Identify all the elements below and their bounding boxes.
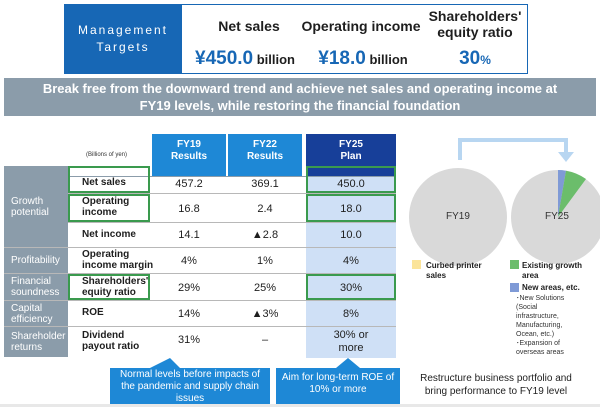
cell-op-income-fy22: 2.4 [257,203,273,215]
cell-dividend-fy22: – [261,334,269,346]
cell-op-income-fy19: 16.8 [178,203,200,215]
table-row-line [4,247,396,248]
cell-net-income-fy19: 14.1 [178,229,200,241]
item-equity-ratio: Shareholders' equity ratio [82,276,149,298]
pie-fy25-base [511,170,600,264]
targets-frame [182,4,528,74]
highlight-operating-income [68,194,150,222]
cell-roe-fy19: 14% [177,308,201,320]
plan-column-bg [306,176,396,358]
target-value-equity-ratio: 30% [459,48,491,69]
callout-pandemic-text: Normal levels before impacts of the pand… [119,369,261,404]
highlight-net-sales [68,166,150,193]
legend-curbed-label: Curbed printer sales [426,261,482,280]
target-value-net-sales: ¥450.0 billion [194,48,295,69]
unit-note: (Billions of yen) [86,152,128,158]
pie-fy25-new-slice [558,170,566,217]
header-fy19: FY19 Results [152,134,226,176]
table-top-line [4,176,396,177]
target-heading-net-sales: Net sales [218,18,280,34]
table-row-line [4,300,396,301]
cell-net-income-fy25: 10.0 [340,229,362,241]
highlight-net-sales-plan [306,166,396,193]
management-targets-box: Management Targets Net sales Operating i… [64,4,528,74]
legend-swatch-existing [510,260,519,269]
legend-new-details: ･New Solutions (Social infrastructure, M… [516,295,565,356]
cell-op-margin-fy22: 1% [257,255,273,267]
item-dividend-payout: Dividend payout ratio [82,330,140,352]
cell-dividend-fy25: 30% or more [333,329,369,354]
cell-roe-fy22: ▲3% [251,308,279,320]
highlight-equity-ratio-plan [306,274,396,300]
portfolio-pies [409,138,600,266]
arrow-stem-left [458,138,462,160]
item-operating-income-margin: Operating income margin [82,249,154,271]
category-capital-efficiency: Capital efficiency [4,301,68,326]
arrow-stem-right [564,138,568,152]
table-row-line [4,193,396,194]
item-net-income: Net income [82,229,136,240]
target-heading-operating-income: Operating income [301,18,421,34]
cell-net-sales-fy19: 457.2 [175,178,203,190]
legend-swatch-curbed [412,260,421,269]
item-operating-income: Operating income [82,196,130,218]
legend-swatch-new [510,283,519,292]
callout-roe [276,358,400,406]
target-value-operating-income: ¥18.0 billion [318,48,408,69]
cell-op-margin-fy25: 4% [343,255,359,267]
category-financial-soundness: Financial soundness [4,274,68,300]
cell-net-sales-fy25: 450.0 [337,178,365,190]
category-shareholder-returns: Shareholder returns [4,327,68,357]
pie-fy25-existing-slice [558,170,586,217]
header-fy22: FY22 Results [228,134,302,176]
category-profitability: Profitability [4,248,68,273]
arrow-head [558,152,574,162]
table-row-line [4,326,396,327]
arrow-bar [458,138,568,142]
cell-equity-ratio-fy19: 29% [177,282,201,294]
pie-fy19-base [409,168,507,266]
bottom-rule [0,404,600,407]
management-targets-label: Management Targets [64,4,182,74]
strategy-banner: Break free from the downward trend and a… [4,78,596,116]
cell-equity-ratio-fy25: 30% [339,282,363,294]
item-roe: ROE [82,307,104,318]
table-row-line [4,273,396,274]
table-row-line [4,222,396,223]
highlight-equity-ratio [68,274,150,300]
category-growth-potential: Growth potential [4,166,68,247]
legend-new-label: New areas, etc. [522,283,580,292]
cell-dividend-fy19: 31% [177,334,201,346]
cell-net-income-fy22: ▲2.8 [251,229,279,241]
highlight-op-income-plan [306,194,396,222]
cell-op-income-fy25: 18.0 [340,203,362,215]
cell-net-sales-fy22: 369.1 [251,178,279,190]
portfolio-caption: Restructure business portfolio and bring… [420,373,572,397]
pie-label-fy25: FY25 [545,211,569,222]
pie-label-fy19: FY19 [446,211,470,222]
cell-roe-fy25: 8% [343,308,359,320]
target-heading-equity-ratio: Shareholders' equity ratio [428,8,522,40]
cell-equity-ratio-fy22: 25% [253,282,277,294]
cell-op-margin-fy19: 4% [181,255,197,267]
callout-pandemic [110,358,270,406]
item-net-sales: Net sales [82,177,126,188]
legend-existing-label: Existing growth area [522,261,582,280]
header-fy25: FY25 Plan [306,134,396,176]
callout-roe-text: Aim for long-term ROE of 10% or more [281,372,395,395]
